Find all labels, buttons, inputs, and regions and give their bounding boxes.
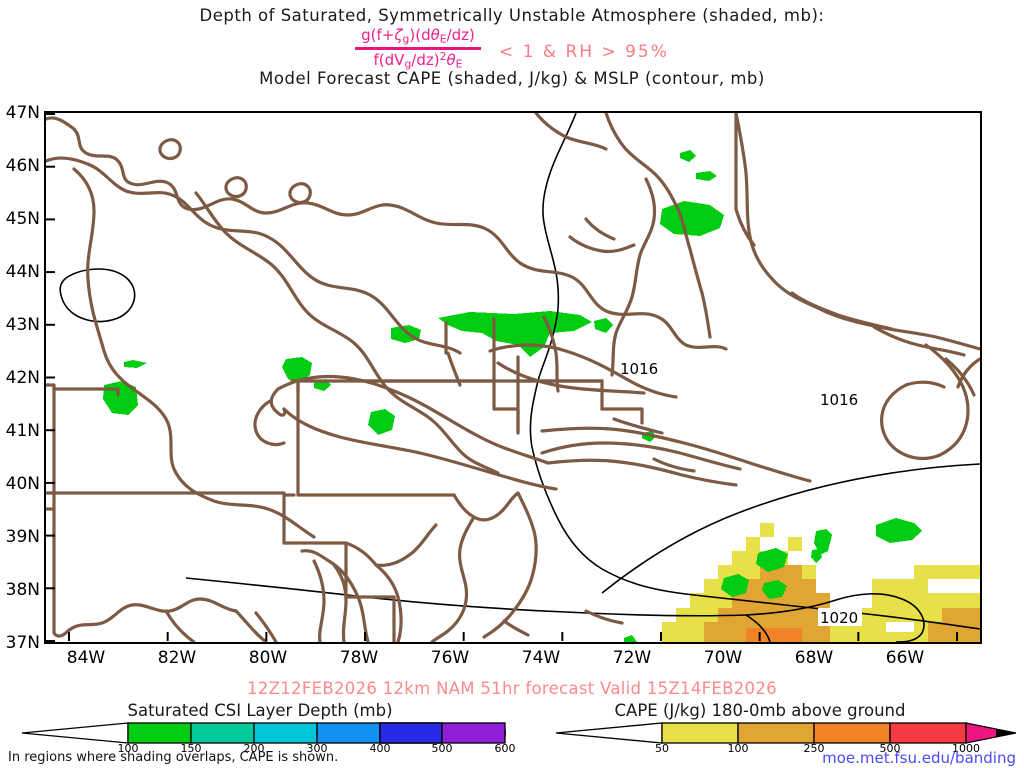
- y-tick-42N: 42N: [5, 368, 40, 388]
- formula-row: g(f+ζg)(dθE/dz) f(dVg/dz)2θE < 1 & RH > …: [0, 26, 1024, 71]
- x-tick-80W: 80W: [248, 648, 288, 668]
- x-tick-72W: 72W: [612, 648, 652, 668]
- cape-tick-500: 500: [879, 742, 901, 755]
- csi-tick-300: 300: [306, 742, 328, 755]
- mslp-contour-layer: [59, 113, 980, 642]
- contour-labels: 1016 1016 1020: [618, 360, 862, 627]
- y-tick-45N: 45N: [5, 209, 40, 229]
- csi-tick-600: 600: [494, 742, 516, 755]
- csi-tick-100: 100: [117, 742, 139, 755]
- forecast-map[interactable]: 1016 1016 1020: [44, 111, 982, 644]
- x-tick-66W: 66W: [885, 648, 925, 668]
- cape-band-250: [746, 628, 802, 642]
- page-subtitle: Model Forecast CAPE (shaded, J/kg) & MSL…: [259, 69, 765, 89]
- x-tick-70W: 70W: [703, 648, 743, 668]
- x-tick-74W: 74W: [521, 648, 561, 668]
- y-tick-40N: 40N: [5, 474, 40, 494]
- contour-label-1016-b: 1016: [820, 391, 858, 409]
- csi-colorbar[interactable]: [22, 722, 506, 744]
- title-block: Depth of Saturated, Symmetrically Unstab…: [0, 0, 1024, 88]
- formula-denominator: f(dVg/dz)2θE: [373, 50, 463, 71]
- map-canvas[interactable]: 1016 1016 1020: [46, 113, 980, 642]
- x-tick-68W: 68W: [794, 648, 834, 668]
- cape-colorbar-title: CAPE (J/kg) 180-0mb above ground: [614, 701, 906, 720]
- csi-tick-200: 200: [243, 742, 265, 755]
- x-tick-78W: 78W: [339, 648, 379, 668]
- x-tick-84W: 84W: [66, 648, 106, 668]
- x-tick-76W: 76W: [430, 648, 470, 668]
- overlap-note: In regions where shading overlaps, CAPE …: [8, 750, 339, 765]
- csi-formula: g(f+ζg)(dθE/dz) f(dVg/dz)2θE: [355, 26, 481, 71]
- formula-numerator: g(f+ζg)(dθE/dz): [361, 26, 475, 46]
- cape-colorbar-ticks: 50 100 250 500 1000: [556, 742, 1016, 756]
- cape-colorbar[interactable]: [556, 722, 1016, 744]
- y-tick-38N: 38N: [5, 580, 40, 600]
- geography-layer: [46, 113, 980, 642]
- contour-label-1020: 1020: [820, 609, 858, 627]
- formula-condition: < 1 & RH > 95%: [498, 42, 669, 63]
- forecast-info-line: 12Z12FEB2026 12km NAM 51hr forecast Vali…: [247, 679, 777, 698]
- csi-shading-layer: [103, 150, 922, 642]
- y-tick-43N: 43N: [5, 315, 40, 335]
- csi-colorbar-svg[interactable]: [22, 722, 506, 744]
- csi-tick-400: 400: [369, 742, 391, 755]
- y-tick-41N: 41N: [5, 421, 40, 441]
- cape-tick-1000: 1000: [952, 742, 980, 755]
- y-tick-39N: 39N: [5, 527, 40, 547]
- csi-colorbar-title: Saturated CSI Layer Depth (mb): [127, 701, 393, 720]
- y-tick-37N: 37N: [5, 633, 40, 653]
- page-title: Depth of Saturated, Symmetrically Unstab…: [199, 6, 825, 25]
- y-tick-44N: 44N: [5, 262, 40, 282]
- source-url[interactable]: moe.met.fsu.edu/banding: [822, 749, 1016, 767]
- x-tick-82W: 82W: [157, 648, 197, 668]
- cape-tick-100: 100: [727, 742, 749, 755]
- cape-tick-250: 250: [803, 742, 825, 755]
- y-tick-47N: 47N: [5, 103, 40, 123]
- cape-tick-50: 50: [655, 742, 669, 755]
- y-tick-46N: 46N: [5, 156, 40, 176]
- formula-fraction-bar: [355, 47, 481, 51]
- contour-label-1016-a: 1016: [620, 360, 658, 378]
- csi-colorbar-ticks: 100 150 200 300 400 500 600: [22, 742, 516, 756]
- cape-colorbar-svg[interactable]: [556, 722, 1016, 744]
- csi-tick-500: 500: [431, 742, 453, 755]
- csi-tick-150: 150: [180, 742, 202, 755]
